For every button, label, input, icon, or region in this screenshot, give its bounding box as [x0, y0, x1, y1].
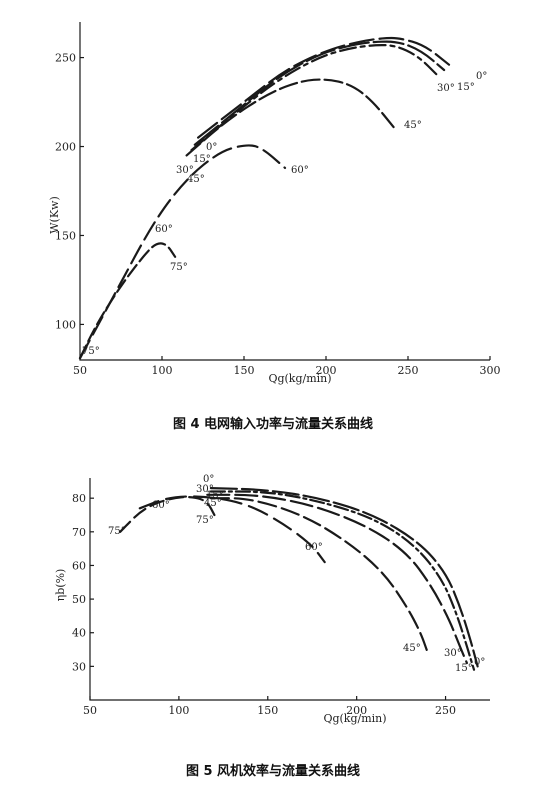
chart5-ytick-label: 50: [72, 593, 86, 606]
chart4-series-line-4: [78, 144, 287, 360]
chart4-annot-15deg-low: 15°: [193, 154, 211, 165]
chart5-series-line-3: [209, 497, 429, 654]
chart4-series-line-0: [197, 36, 451, 139]
chart4-annot-45deg-low: 45°: [187, 174, 205, 185]
chart5-annot-60deg-low: 60°: [152, 500, 170, 511]
chart5-annot-45deg-high: 45°: [403, 643, 421, 654]
chart4-series-line-5: [78, 242, 177, 360]
chart4-annot-15deg-high: 15°: [457, 82, 475, 93]
chart4-annot-0deg-high: 0°: [476, 71, 487, 82]
chart4-series-line-1: [193, 40, 446, 146]
chart4-title: 图 4 电网输入功率与流量关系曲线: [173, 416, 373, 432]
chart4-xtick-label: 300: [480, 364, 501, 377]
chart4-ytick-label: 200: [55, 141, 76, 154]
chart5-ytick-label: 40: [72, 627, 86, 640]
chart5-annot-75deg-high: 75°: [108, 526, 126, 537]
chart4-xtick-label: 100: [152, 364, 173, 377]
chart5-series-line-2: [206, 493, 468, 665]
chart5-xtick-label: 50: [83, 704, 97, 717]
chart5-title: 图 5 风机效率与流量关系曲线: [186, 763, 360, 779]
chart5-xtick-label: 250: [435, 704, 456, 717]
chart5-annot-15deg-high: 15°: [455, 663, 473, 674]
chart5-ytick-label: 80: [72, 492, 86, 505]
chart5-xtick-label: 100: [168, 704, 189, 717]
chart4-annot-60deg-high: 60°: [291, 165, 309, 176]
chart4-ylabel: W(Kw): [48, 196, 61, 234]
chart4-ytick-label: 250: [55, 52, 76, 65]
chart4-xtick-label: 50: [73, 364, 87, 377]
chart4-xlabel: Qg(kg/min): [268, 372, 331, 385]
chart5-ylabel: ηb(%): [54, 569, 67, 602]
chart5-annot-30deg-low: 30°: [196, 484, 214, 495]
chart4-annot-45deg-high: 45°: [404, 120, 422, 131]
chart-efficiency-vs-flow: ηb(%) Qg(kg/min) 图 5 风机效率与流量关系曲线 0° 15° …: [54, 474, 490, 779]
chart5-ytick-label: 60: [72, 559, 86, 572]
chart4-annot-0deg-low: 0°: [206, 142, 217, 153]
chart4-annot-75deg-high: 75°: [170, 262, 188, 273]
chart4-ytick-label: 100: [55, 318, 76, 331]
chart5-xlabel: Qg(kg/min): [323, 712, 386, 725]
chart4-xtick-label: 150: [234, 364, 255, 377]
chart4-annot-30deg-low: 30°: [176, 165, 194, 176]
chart4-annot-30deg-high: 30°: [437, 83, 455, 94]
chart5-annot-75deg-low: 75°: [196, 515, 214, 526]
chart4-annot-75deg-low: 75°: [82, 346, 100, 357]
chart4-annot-60deg-low: 60°: [155, 224, 173, 235]
chart4-series-line-3: [185, 78, 396, 157]
chart4-xtick-label: 200: [316, 364, 337, 377]
chart5-xtick-label: 150: [257, 704, 278, 717]
chart5-annot-0deg-low: 0°: [203, 474, 214, 485]
chart-power-vs-flow: W(Kw) Qg(kg/min) 图 4 电网输入功率与流量关系曲线 0° 15…: [48, 22, 501, 432]
chart4-series-line-2: [190, 43, 439, 152]
chart5-series-line-1: [209, 490, 476, 671]
chart4-ytick-label: 150: [55, 229, 76, 242]
chart5-series-line-5: [119, 496, 216, 533]
chart5-annot-0deg-high: 0°: [474, 657, 485, 668]
chart5-ytick-label: 30: [72, 660, 86, 673]
chart5-series-line-0: [209, 487, 479, 668]
chart5-ytick-label: 70: [72, 526, 86, 539]
chart4-xtick-label: 250: [398, 364, 419, 377]
chart5-annot-45deg-low: 45°: [204, 498, 222, 509]
chart5-xtick-label: 200: [346, 704, 367, 717]
chart5-annot-30deg-high: 30°: [444, 648, 462, 659]
